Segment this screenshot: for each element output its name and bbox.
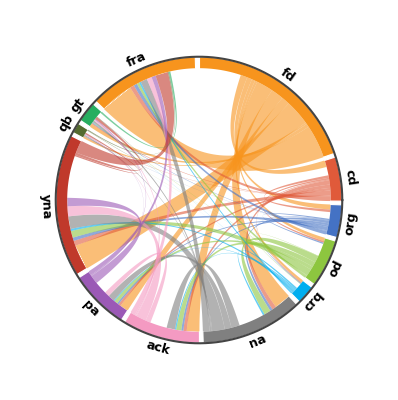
Polygon shape (137, 82, 307, 278)
Polygon shape (93, 120, 211, 331)
Polygon shape (73, 123, 88, 138)
Polygon shape (75, 117, 143, 171)
Polygon shape (246, 180, 330, 310)
Polygon shape (125, 312, 199, 343)
Polygon shape (83, 122, 306, 166)
Polygon shape (96, 57, 195, 109)
Polygon shape (256, 180, 329, 283)
Polygon shape (67, 198, 141, 283)
Text: fd: fd (279, 66, 298, 85)
Polygon shape (325, 157, 342, 201)
Polygon shape (139, 82, 293, 294)
Text: yna: yna (39, 193, 53, 219)
Polygon shape (76, 72, 174, 165)
Text: gt: gt (68, 96, 88, 115)
Polygon shape (264, 175, 330, 212)
Text: od: od (326, 258, 346, 279)
Polygon shape (104, 88, 324, 171)
Polygon shape (130, 85, 331, 201)
Polygon shape (230, 75, 327, 174)
Polygon shape (234, 77, 331, 210)
Polygon shape (91, 119, 146, 276)
Polygon shape (85, 134, 144, 276)
Polygon shape (80, 104, 101, 126)
Polygon shape (121, 98, 289, 311)
Polygon shape (199, 57, 334, 157)
Polygon shape (263, 213, 330, 244)
Polygon shape (119, 188, 330, 306)
Polygon shape (75, 133, 140, 174)
Polygon shape (131, 77, 172, 315)
Polygon shape (93, 122, 293, 293)
Polygon shape (235, 81, 303, 283)
Polygon shape (84, 134, 159, 316)
Polygon shape (117, 220, 328, 304)
Polygon shape (263, 178, 329, 243)
Polygon shape (109, 255, 232, 329)
Polygon shape (238, 250, 297, 315)
Polygon shape (134, 84, 327, 235)
Polygon shape (79, 272, 127, 320)
Polygon shape (176, 242, 315, 331)
Polygon shape (236, 79, 325, 241)
Polygon shape (183, 184, 330, 331)
Text: pa: pa (80, 298, 101, 319)
Polygon shape (68, 215, 225, 331)
Polygon shape (84, 136, 327, 231)
Polygon shape (87, 72, 175, 155)
Polygon shape (74, 190, 331, 246)
Polygon shape (241, 238, 318, 314)
Polygon shape (92, 122, 307, 276)
Polygon shape (71, 222, 311, 275)
Polygon shape (56, 136, 86, 275)
Polygon shape (140, 79, 210, 332)
Polygon shape (181, 220, 329, 331)
Polygon shape (232, 82, 289, 307)
Text: qb: qb (57, 112, 77, 134)
Polygon shape (94, 120, 160, 316)
Polygon shape (114, 248, 295, 301)
Polygon shape (187, 90, 282, 332)
Polygon shape (326, 204, 342, 238)
Polygon shape (84, 136, 293, 292)
Polygon shape (92, 123, 331, 197)
Polygon shape (100, 71, 177, 148)
Polygon shape (88, 76, 168, 275)
Polygon shape (256, 216, 329, 284)
Polygon shape (75, 104, 306, 269)
Polygon shape (305, 238, 336, 285)
Polygon shape (73, 216, 328, 241)
Polygon shape (92, 122, 327, 231)
Polygon shape (115, 240, 313, 303)
Polygon shape (87, 116, 146, 162)
Polygon shape (203, 296, 297, 343)
Polygon shape (90, 124, 308, 163)
Text: ack: ack (144, 338, 171, 357)
Polygon shape (167, 263, 240, 330)
Polygon shape (292, 281, 312, 302)
Text: crq: crq (301, 289, 326, 314)
Polygon shape (84, 136, 331, 196)
Polygon shape (245, 218, 329, 311)
Polygon shape (105, 253, 167, 322)
Polygon shape (70, 222, 295, 292)
Polygon shape (175, 253, 296, 330)
Polygon shape (67, 206, 161, 320)
Text: fra: fra (125, 50, 149, 70)
Text: org: org (342, 210, 359, 236)
Text: na: na (247, 332, 268, 351)
Polygon shape (84, 136, 307, 276)
Polygon shape (84, 135, 212, 331)
Text: cd: cd (343, 168, 358, 186)
Polygon shape (254, 234, 318, 284)
